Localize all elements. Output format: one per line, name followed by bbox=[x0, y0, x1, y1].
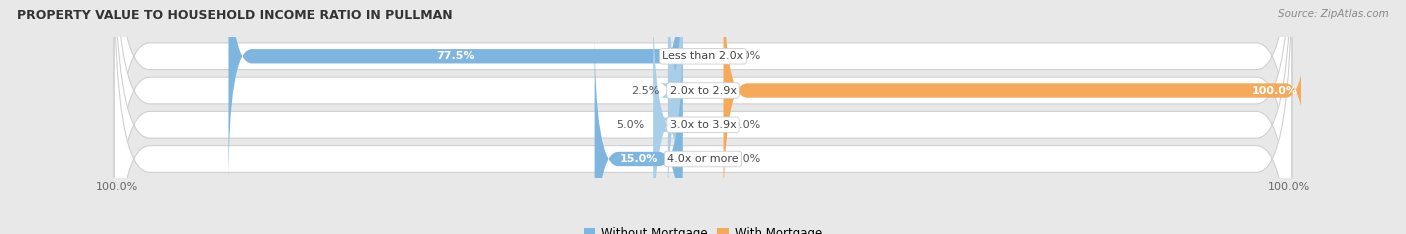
FancyBboxPatch shape bbox=[114, 0, 1292, 234]
Text: PROPERTY VALUE TO HOUSEHOLD INCOME RATIO IN PULLMAN: PROPERTY VALUE TO HOUSEHOLD INCOME RATIO… bbox=[17, 9, 453, 22]
Text: 100.0%: 100.0% bbox=[1251, 85, 1298, 95]
Text: 77.5%: 77.5% bbox=[436, 51, 475, 61]
Text: Less than 2.0x: Less than 2.0x bbox=[662, 51, 744, 61]
Text: 5.0%: 5.0% bbox=[616, 120, 644, 130]
Text: 4.0x or more: 4.0x or more bbox=[668, 154, 738, 164]
FancyBboxPatch shape bbox=[229, 0, 682, 186]
Legend: Without Mortgage, With Mortgage: Without Mortgage, With Mortgage bbox=[579, 223, 827, 234]
FancyBboxPatch shape bbox=[659, 0, 692, 220]
FancyBboxPatch shape bbox=[724, 0, 1309, 220]
FancyBboxPatch shape bbox=[595, 29, 682, 234]
Text: 3.0x to 3.9x: 3.0x to 3.9x bbox=[669, 120, 737, 130]
Text: 0.0%: 0.0% bbox=[733, 154, 761, 164]
Text: 15.0%: 15.0% bbox=[620, 154, 658, 164]
Text: 0.0%: 0.0% bbox=[733, 120, 761, 130]
FancyBboxPatch shape bbox=[654, 0, 682, 234]
FancyBboxPatch shape bbox=[114, 0, 1292, 234]
FancyBboxPatch shape bbox=[114, 0, 1292, 234]
Text: 0.0%: 0.0% bbox=[733, 51, 761, 61]
Text: 2.0x to 2.9x: 2.0x to 2.9x bbox=[669, 85, 737, 95]
FancyBboxPatch shape bbox=[114, 0, 1292, 234]
Text: Source: ZipAtlas.com: Source: ZipAtlas.com bbox=[1278, 9, 1389, 19]
Text: 2.5%: 2.5% bbox=[631, 85, 659, 95]
